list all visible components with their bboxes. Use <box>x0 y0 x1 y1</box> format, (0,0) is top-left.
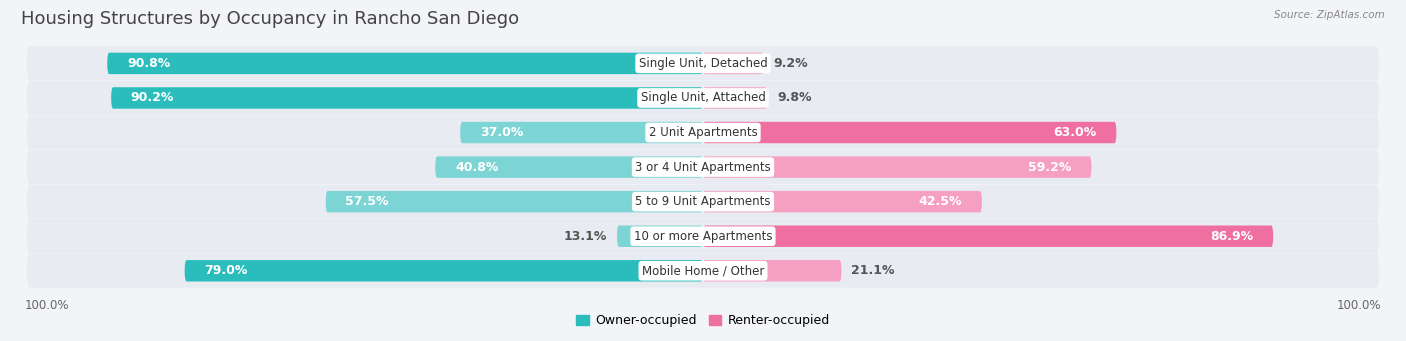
FancyBboxPatch shape <box>460 122 703 143</box>
FancyBboxPatch shape <box>703 191 981 212</box>
Text: 57.5%: 57.5% <box>346 195 389 208</box>
Text: 21.1%: 21.1% <box>851 264 894 277</box>
Text: Single Unit, Attached: Single Unit, Attached <box>641 91 765 104</box>
FancyBboxPatch shape <box>27 254 1379 288</box>
Text: Source: ZipAtlas.com: Source: ZipAtlas.com <box>1274 10 1385 20</box>
FancyBboxPatch shape <box>703 225 1274 247</box>
Text: 90.2%: 90.2% <box>131 91 174 104</box>
Text: Housing Structures by Occupancy in Rancho San Diego: Housing Structures by Occupancy in Ranch… <box>21 10 519 28</box>
Text: 59.2%: 59.2% <box>1028 161 1071 174</box>
Text: 40.8%: 40.8% <box>456 161 498 174</box>
FancyBboxPatch shape <box>703 87 768 109</box>
Text: 10 or more Apartments: 10 or more Apartments <box>634 230 772 243</box>
FancyBboxPatch shape <box>184 260 703 282</box>
FancyBboxPatch shape <box>107 53 703 74</box>
Text: 9.8%: 9.8% <box>778 91 811 104</box>
FancyBboxPatch shape <box>27 150 1379 184</box>
Text: 3 or 4 Unit Apartments: 3 or 4 Unit Apartments <box>636 161 770 174</box>
Text: Single Unit, Detached: Single Unit, Detached <box>638 57 768 70</box>
FancyBboxPatch shape <box>703 122 1116 143</box>
Text: 13.1%: 13.1% <box>564 230 607 243</box>
FancyBboxPatch shape <box>326 191 703 212</box>
Text: 9.2%: 9.2% <box>773 57 808 70</box>
FancyBboxPatch shape <box>27 219 1379 253</box>
Text: 90.8%: 90.8% <box>127 57 170 70</box>
Text: 79.0%: 79.0% <box>204 264 247 277</box>
FancyBboxPatch shape <box>111 87 703 109</box>
FancyBboxPatch shape <box>703 53 763 74</box>
Text: 2 Unit Apartments: 2 Unit Apartments <box>648 126 758 139</box>
Text: 42.5%: 42.5% <box>918 195 962 208</box>
FancyBboxPatch shape <box>27 185 1379 219</box>
Text: 86.9%: 86.9% <box>1211 230 1254 243</box>
FancyBboxPatch shape <box>27 116 1379 149</box>
FancyBboxPatch shape <box>27 46 1379 80</box>
FancyBboxPatch shape <box>436 157 703 178</box>
Text: Mobile Home / Other: Mobile Home / Other <box>641 264 765 277</box>
FancyBboxPatch shape <box>703 157 1091 178</box>
FancyBboxPatch shape <box>703 260 841 282</box>
Text: 63.0%: 63.0% <box>1053 126 1097 139</box>
Text: 5 to 9 Unit Apartments: 5 to 9 Unit Apartments <box>636 195 770 208</box>
FancyBboxPatch shape <box>27 81 1379 115</box>
Text: 37.0%: 37.0% <box>479 126 523 139</box>
FancyBboxPatch shape <box>617 225 703 247</box>
Legend: Owner-occupied, Renter-occupied: Owner-occupied, Renter-occupied <box>571 309 835 332</box>
